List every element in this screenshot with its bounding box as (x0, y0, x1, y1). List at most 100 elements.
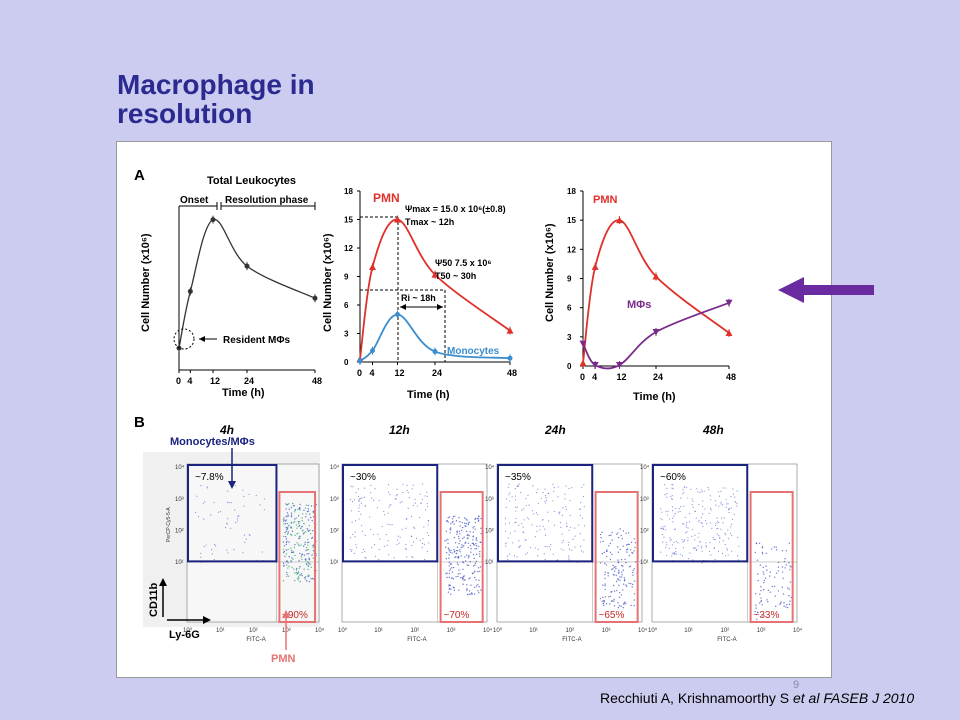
cd11b-label: CD11b (148, 582, 160, 617)
chart2-ylabel: Cell Number (x10⁶) (322, 233, 334, 332)
flow-time-label: 24h (544, 423, 566, 437)
flow-y-tick: 10¹ (640, 560, 649, 566)
flow-y-tick: 10¹ (485, 560, 494, 566)
monocyte-percent: ~60% (660, 472, 686, 483)
data-point (187, 288, 193, 294)
fitc-axis-label: FITC-A (246, 637, 265, 643)
flow-plot-frame (341, 463, 488, 623)
chart3-pmn-line (582, 219, 730, 364)
x-tick-label: 0 (176, 376, 181, 386)
flow-y-tick: 10² (330, 528, 339, 534)
flow-x-tick: 10² (249, 628, 258, 634)
x-tick-label: 0 (580, 372, 585, 382)
slide-number: 9 (793, 679, 800, 691)
chart1-series-line (178, 219, 316, 349)
flow-plot-frame (496, 463, 643, 623)
monocyte-percent: ~30% (350, 472, 376, 483)
resident-mphis-label: Resident MΦs (223, 335, 291, 346)
x-tick-label: 4 (370, 368, 375, 378)
chart2-xlabel: Time (h) (407, 389, 450, 401)
flow-x-tick: 10¹ (684, 628, 693, 634)
chart1-title: Total Leukocytes (207, 175, 296, 187)
y-tick-label: 0 (344, 358, 349, 367)
y-tick-label: 6 (567, 304, 572, 313)
pmn-percent: ~70% (444, 610, 470, 621)
data-point (312, 295, 318, 301)
citation: Recchiuti A, Krishnamoorthy S et al FASE… (600, 690, 914, 706)
fitc-axis-label: FITC-A (717, 637, 736, 643)
flow-y-tick: 10⁴ (175, 464, 185, 471)
flow-plot-12h: ~30% ~70% 10⁰ 10¹ 10² 10³ 10⁴ 10¹ 10² 10³ 10⁴ FITC-… (330, 463, 493, 643)
flow-x-tick: 10³ (602, 628, 611, 634)
data-point (616, 362, 623, 369)
y-tick-label: 15 (567, 216, 576, 225)
y-tick-label: 15 (344, 216, 353, 225)
ri-label: Ri ~ 18h (401, 293, 436, 303)
psi-max-label: Ψmax = 15.0 x 10⁶(±0.8) (405, 204, 506, 214)
data-point (431, 271, 439, 278)
chart2-pmn-label: PMN (373, 191, 400, 205)
data-point (725, 329, 733, 336)
x-tick-label: 12 (617, 372, 627, 382)
data-point (357, 358, 363, 364)
pmn-gate (278, 491, 317, 623)
x-tick-label: 48 (726, 372, 736, 382)
y-tick-label: 0 (567, 362, 572, 371)
pmn-percent: ~65% (599, 610, 625, 621)
figure-panel: A B Total Leukocytes Onset Resolution ph… (116, 141, 832, 678)
flow-x-tick: 10² (721, 628, 730, 634)
chart3-ylabel: Cell Number (x10⁶) (544, 223, 556, 322)
x-tick-label: 48 (507, 368, 517, 378)
flow-x-tick: 10⁰ (338, 627, 348, 634)
flow-time-label: 12h (389, 423, 410, 437)
monocyte-percent: ~35% (505, 472, 531, 483)
percp-axis-label: PerCP-Cy5-5-A (166, 507, 172, 542)
data-point (507, 355, 513, 361)
data-point (579, 340, 587, 348)
flow-x-tick: 10⁴ (315, 627, 325, 634)
flow-plot-48h: ~60% ~33% 10⁰ 10¹ 10² 10³ 10⁴ 10¹ 10² 10³ 10⁴ FITC-… (640, 463, 803, 643)
flow-y-tick: 10⁴ (640, 464, 650, 471)
monocytes-mphis-label: Monocytes/MΦs (170, 436, 255, 448)
flow-x-tick: 10² (411, 628, 420, 634)
flow-plot-4h: ~7.8%~90%10⁰10¹10²10³10⁴10¹10²10³10⁴FITC… (175, 463, 325, 643)
chart3-xlabel: Time (h) (633, 391, 676, 403)
t-max-label: Tmax ~ 12h (405, 217, 454, 227)
data-point (432, 349, 438, 355)
y-tick-label: 6 (344, 301, 349, 310)
chart3-mphis-label: MΦs (627, 299, 651, 311)
flow-y-tick: 10⁴ (330, 464, 340, 471)
flow-plot-frame (651, 463, 798, 623)
flow-y-tick: 10⁴ (485, 464, 495, 471)
x-tick-label: 12 (395, 368, 405, 378)
monocyte-gate (342, 464, 439, 563)
data-point (652, 273, 660, 280)
flow-x-tick: 10⁴ (483, 627, 493, 634)
chart-total-leukocytes: Total Leukocytes Onset Resolution phase … (140, 175, 322, 399)
x-tick-label: 24 (432, 368, 442, 378)
flow-y-tick: 10¹ (330, 560, 339, 566)
data-point (370, 348, 375, 354)
data-point (652, 328, 660, 336)
slide-title: Macrophage in resolution (117, 70, 315, 128)
y-tick-label: 9 (344, 273, 349, 282)
pmn-gate (594, 491, 639, 623)
flow-y-tick: 10² (175, 528, 184, 534)
flow-x-tick: 10² (566, 628, 575, 634)
data-point (244, 263, 250, 269)
flow-x-tick: 10⁰ (493, 627, 503, 634)
fitc-axis-label: FITC-A (407, 637, 426, 643)
flow-y-tick: 10² (485, 528, 494, 534)
y-tick-label: 9 (567, 275, 572, 284)
x-tick-label: 4 (187, 376, 192, 386)
flow-x-tick: 10¹ (216, 628, 225, 634)
fitc-axis-label: FITC-A (562, 637, 581, 643)
monocyte-gate (497, 464, 594, 563)
x-tick-label: 24 (244, 376, 254, 386)
flow-x-tick: 10⁰ (648, 627, 658, 634)
pmn-gate (439, 491, 484, 623)
pmn-percent: ~90% (282, 610, 308, 621)
y-tick-label: 12 (344, 244, 353, 253)
